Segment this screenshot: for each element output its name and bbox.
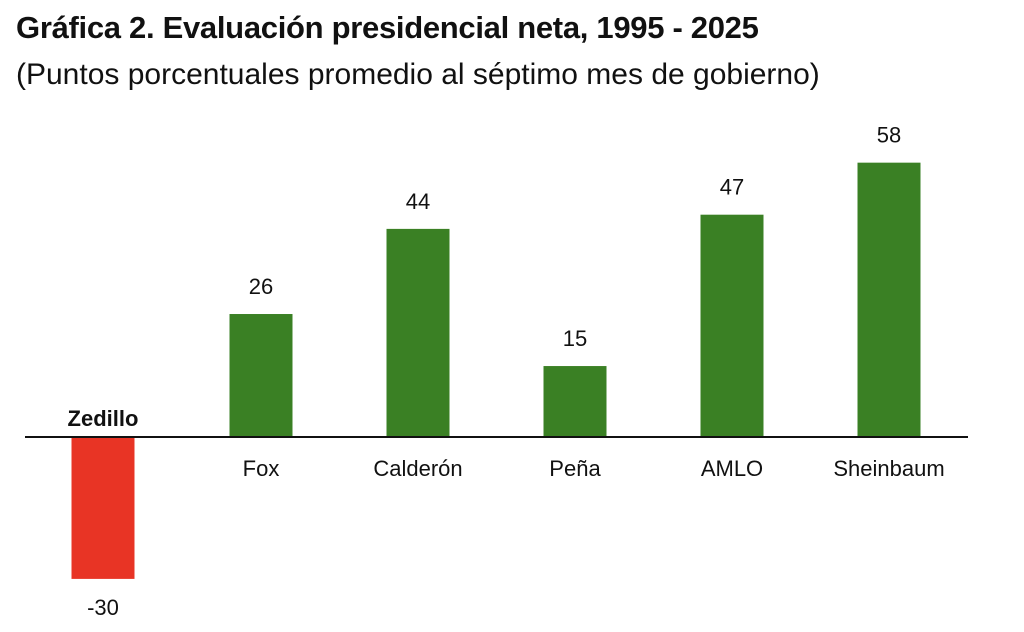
bar-amlo (700, 214, 764, 437)
category-label: Calderón (373, 456, 462, 481)
data-label: 47 (720, 175, 744, 200)
data-label: 58 (877, 123, 901, 148)
category-label: Fox (243, 456, 280, 481)
bar-sheinbaum (857, 162, 921, 437)
category-label: AMLO (701, 456, 763, 481)
category-label: Sheinbaum (833, 456, 944, 481)
data-label: 26 (249, 274, 273, 299)
category-label: Zedillo (68, 406, 139, 431)
data-label: -30 (87, 595, 119, 620)
chart-title: Gráfica 2. Evaluación presidencial neta,… (16, 10, 759, 45)
bar-fox (229, 314, 293, 437)
bar-zedillo (71, 437, 135, 579)
category-label: Peña (549, 456, 601, 481)
data-label: 44 (406, 189, 430, 214)
data-label: 15 (563, 326, 587, 351)
chart-subtitle: (Puntos porcentuales promedio al séptimo… (16, 58, 820, 91)
bar-calder-n (386, 228, 450, 437)
bar-pe-a (543, 366, 607, 437)
